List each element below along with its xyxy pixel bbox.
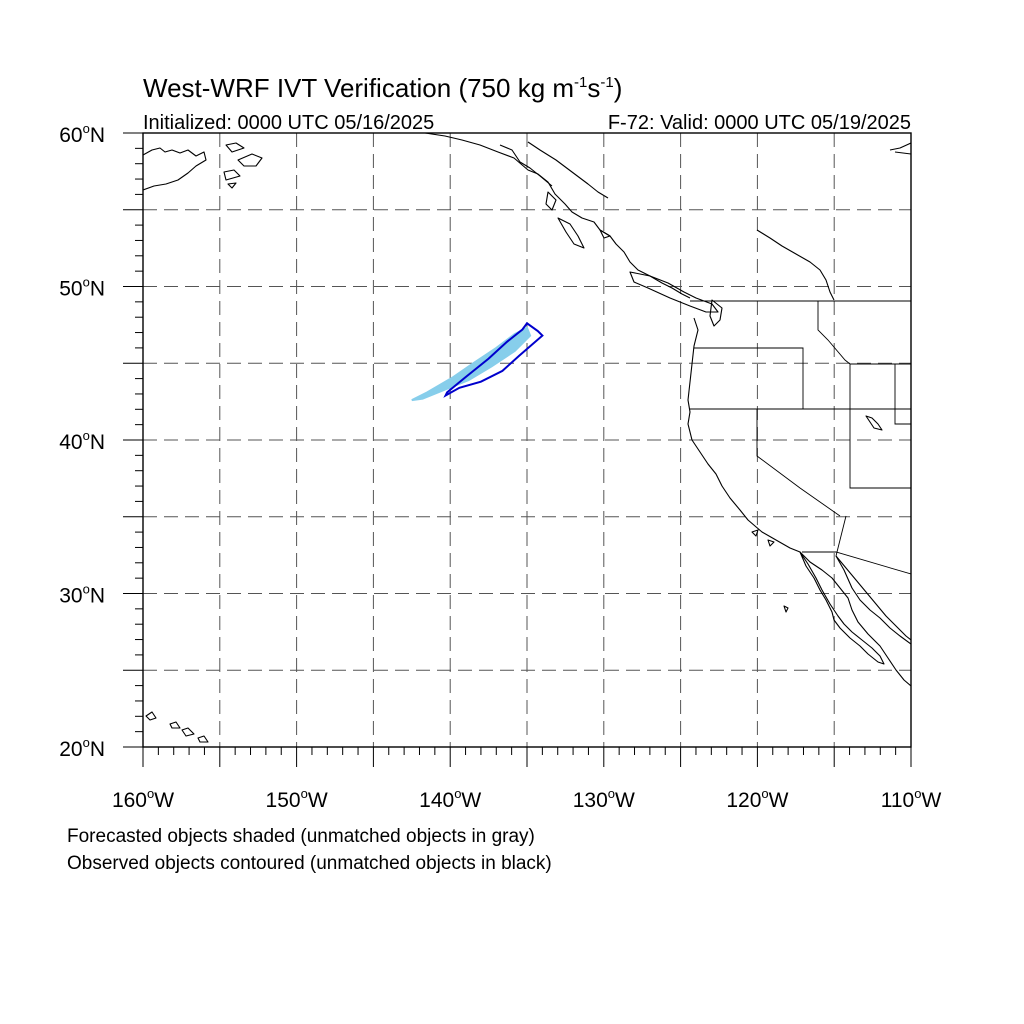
map-title: West-WRF IVT Verification (750 kg m-1s-1… [143,73,622,103]
latitude-labels: 60oN 50oN 40oN 30oN 20oN [59,121,105,761]
lat-label: 50oN [59,275,105,301]
state-borders [690,300,911,575]
lon-label: 140oW [419,786,481,812]
lat-label: 20oN [59,735,105,761]
coastlines [143,133,911,743]
lon-label: 130oW [573,786,635,812]
init-time-label: Initialized: 0000 UTC 05/16/2025 [143,112,434,134]
longitude-labels: 160oW 150oW 140oW 130oW 120oW 110oW [112,786,942,812]
lat-label: 60oN [59,121,105,147]
lat-lon-grid [143,133,911,747]
axis-ticks [123,132,912,767]
lon-label: 160oW [112,786,174,812]
lat-label: 30oN [59,582,105,608]
observed-ivt-contour [443,321,544,398]
lon-label: 150oW [266,786,328,812]
lat-label: 40oN [59,428,105,454]
legend-observed-note: Observed objects contoured (unmatched ob… [67,853,552,874]
forecast-ivt-object [411,326,532,402]
lon-label: 120oW [726,786,788,812]
legend-forecast-note: Forecasted objects shaded (unmatched obj… [67,826,535,847]
valid-time-label: F-72: Valid: 0000 UTC 05/19/2025 [608,112,911,134]
lon-label: 110oW [881,786,942,812]
